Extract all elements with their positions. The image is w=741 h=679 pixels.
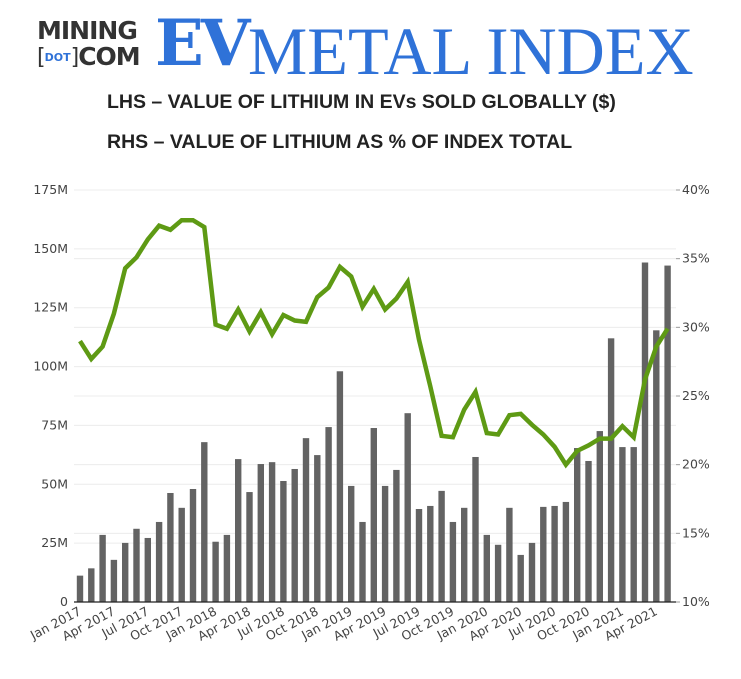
bar-value — [596, 431, 603, 602]
right-axis-tick-label: 20% — [682, 457, 710, 472]
chart-title-rhs: RHS – VALUE OF LITHIUM AS % OF INDEX TOT… — [107, 131, 573, 153]
bar-value — [461, 507, 468, 602]
bar-value — [280, 480, 287, 602]
bar-value — [653, 330, 660, 602]
bar-value — [393, 469, 400, 602]
bar-value — [641, 262, 649, 602]
logo-dot-text: DOT — [44, 51, 71, 64]
bar-value — [381, 485, 389, 602]
bar-value — [144, 537, 151, 602]
logo-metal-index-text: METAL INDEX — [248, 13, 694, 89]
bar-value — [167, 492, 174, 602]
right-axis-tick-label: 10% — [682, 594, 710, 609]
bar-value — [359, 521, 366, 602]
bar-value — [110, 559, 118, 602]
bar-value — [257, 464, 264, 602]
bar-value — [212, 541, 219, 602]
left-axis-tick-label: 125M — [33, 300, 68, 315]
bar-value — [235, 459, 242, 602]
bar-value — [178, 507, 185, 602]
bar-value — [88, 568, 95, 602]
bar-value — [201, 442, 208, 602]
left-axis-tick-label: 50M — [41, 476, 68, 491]
bar-value — [483, 534, 490, 602]
left-axis-tick-label: 0 — [60, 594, 68, 609]
chart-title-lhs: LHS – VALUE OF LITHIUM IN EVs SOLD GLOBA… — [107, 91, 616, 113]
bar-value — [506, 507, 513, 602]
bar-value — [619, 447, 626, 602]
bar-value — [607, 338, 615, 602]
bar-value — [302, 438, 310, 602]
bar-value — [268, 462, 276, 602]
bar-value — [223, 534, 231, 602]
bar-value — [415, 509, 423, 602]
bar-value — [562, 501, 570, 602]
left-axis-tick-label: 150M — [33, 241, 68, 256]
right-axis-tick-label: 30% — [682, 319, 710, 334]
bar-value — [517, 554, 524, 602]
logo-com-text: COM — [78, 42, 140, 71]
bar-value — [574, 448, 581, 602]
bar-value — [472, 456, 479, 602]
right-axis-tick-label: 25% — [682, 388, 710, 403]
logo-com-line: [DOT]COM — [37, 42, 141, 71]
left-axis-tick-label: 25M — [41, 535, 68, 550]
bar-value — [348, 485, 355, 602]
bar-value — [291, 468, 298, 602]
left-axis-tick-label: 75M — [41, 417, 68, 432]
bar-value — [585, 460, 592, 602]
bar-value — [189, 488, 197, 602]
mining-dot-com-logo: MINING [DOT]COM — [37, 18, 157, 71]
bar-value — [99, 534, 106, 602]
bar-value — [370, 428, 377, 602]
bar-value — [438, 490, 445, 602]
bar-value — [427, 505, 434, 602]
bar-value — [336, 371, 344, 602]
bar-value — [449, 521, 457, 602]
left-axis-tick-label: 175M — [33, 182, 68, 197]
right-axis-tick-label: 35% — [682, 251, 710, 266]
bar-value — [551, 505, 558, 602]
right-axis-tick-label: 40% — [682, 182, 710, 197]
bar-value — [325, 427, 332, 602]
bar-value — [122, 542, 129, 602]
logo-mining-text: MINING — [37, 16, 138, 45]
right-axis-tick-label: 15% — [682, 525, 710, 540]
bar-value — [630, 447, 637, 602]
bar-value — [540, 506, 547, 602]
left-axis-tick-label: 100M — [33, 359, 68, 374]
bar-value — [664, 265, 671, 602]
bar-value — [314, 455, 321, 602]
bar-value — [528, 542, 536, 602]
bar-value — [76, 575, 84, 602]
bar-value — [133, 528, 140, 602]
bar-value — [155, 521, 163, 602]
bar-value — [246, 492, 253, 602]
bar-value — [494, 544, 502, 602]
bar-value — [404, 413, 411, 602]
logo-ev-text: EV — [155, 6, 250, 81]
